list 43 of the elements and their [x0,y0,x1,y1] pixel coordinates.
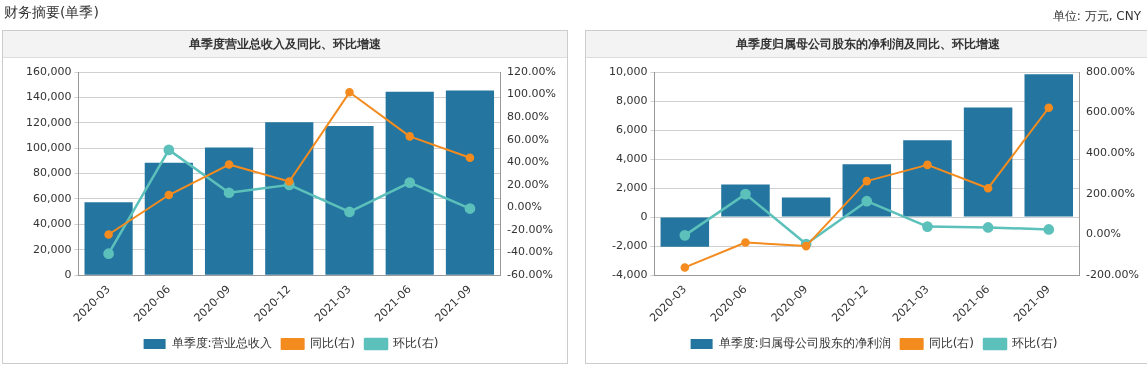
y2-tick-label: 0.00% [507,200,543,214]
y-tick-label: 10,000 [608,64,648,78]
legend-label: 同比(右) [309,336,356,351]
y-tick-label: 100,000 [25,141,72,155]
y2-tick-label: 120.00% [507,64,557,78]
y2-tick-label: 60.00% [507,132,550,146]
y-tick-label: 140,000 [25,90,72,104]
y-tick-label: -4,000 [612,268,648,282]
y-tick-label: 6,000 [615,122,648,136]
chart-title: 单季度营业总收入及同比、环比增速 [3,31,567,58]
y-tick-label: 0 [640,209,648,223]
y2-tick-label: -200.00% [1086,268,1140,282]
y2-tick-label: -40.00% [507,245,553,259]
y-tick-label: 40,000 [32,217,72,231]
legend-label: 同比(右) [928,336,975,351]
y2-tick-label: 400.00% [1086,146,1136,160]
y2-tick-label: 80.00% [507,110,550,124]
y-tick-label: 160,000 [25,64,72,78]
y-tick-label: 4,000 [615,151,648,165]
legend-label: 环比(右) [393,336,439,351]
y2-tick-label: -60.00% [507,268,553,282]
text: 单位: 万元, CNY [1052,8,1141,25]
y2-tick-label: 100.00% [507,87,557,101]
y-tick-label: 2,000 [615,180,648,194]
text: 财务摘要(单季) [4,4,99,22]
legend-label: 环比(右) [1012,336,1058,351]
y2-tick-label: 600.00% [1086,105,1136,119]
y2-tick-label: 800.00% [1086,64,1136,78]
legend-label: 单季度:营业总收入 [171,336,272,351]
y-tick-label: 20,000 [32,242,72,256]
y2-tick-label: 40.00% [507,155,550,169]
y2-tick-label: 0.00% [1086,227,1122,241]
y2-tick-label: 20.00% [507,177,550,191]
y2-tick-label: 200.00% [1086,186,1136,200]
y-tick-label: -2,000 [612,239,648,252]
y2-tick-label: -20.00% [507,222,553,236]
chart-title: 单季度归属母公司股东的净利润及同比、环比增速 [586,31,1147,58]
y-tick-label: 60,000 [32,191,72,205]
legend-label: 单季度:归属母公司股东的净利润 [718,336,891,351]
y-tick-label: 0 [64,268,72,282]
y-tick-label: 120,000 [25,115,72,129]
y-tick-label: 80,000 [32,166,72,180]
y-tick-label: 8,000 [615,93,648,107]
